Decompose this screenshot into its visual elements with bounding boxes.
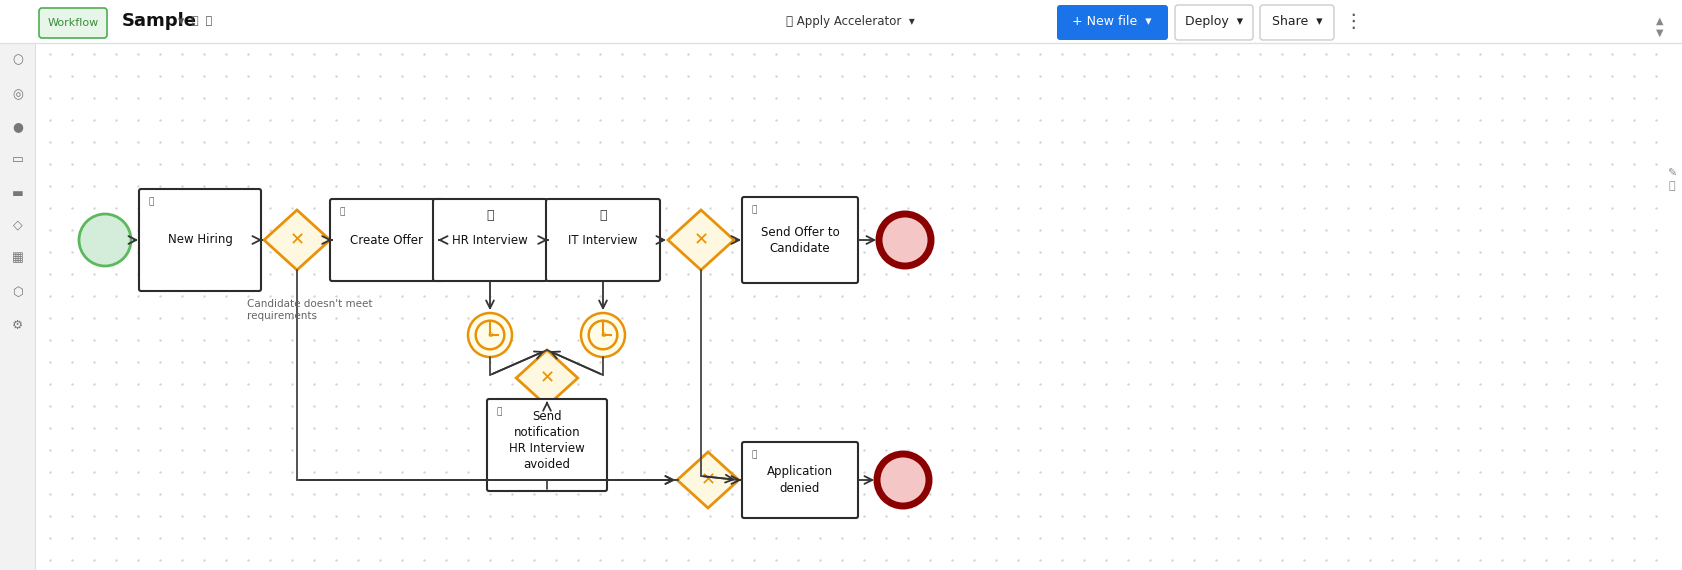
- Text: + New file  ▾: + New file ▾: [1071, 15, 1152, 28]
- Text: Send
notification
HR Interview
avoided: Send notification HR Interview avoided: [510, 410, 585, 471]
- Text: Deploy  ▾: Deploy ▾: [1186, 15, 1243, 28]
- Text: ○: ○: [12, 54, 24, 67]
- Text: ▬: ▬: [12, 186, 24, 200]
- Text: ▭: ▭: [12, 153, 24, 166]
- FancyBboxPatch shape: [488, 399, 607, 491]
- Circle shape: [876, 454, 928, 506]
- Text: Application
denied: Application denied: [767, 466, 833, 495]
- Text: Candidate doesn't meet
requirements: Candidate doesn't meet requirements: [247, 299, 372, 321]
- FancyBboxPatch shape: [547, 199, 659, 281]
- FancyBboxPatch shape: [1056, 5, 1167, 40]
- FancyBboxPatch shape: [140, 189, 261, 291]
- Text: ⊙: ⊙: [600, 332, 606, 338]
- Text: ●: ●: [12, 120, 24, 133]
- Text: 🖥: 🖥: [496, 407, 503, 416]
- Text: ◎: ◎: [12, 88, 24, 101]
- FancyBboxPatch shape: [742, 197, 858, 283]
- Text: ✕: ✕: [540, 369, 555, 387]
- Text: ◇: ◇: [13, 218, 22, 231]
- Text: ⊙: ⊙: [488, 332, 493, 338]
- Text: 🖥  💾: 🖥 💾: [192, 17, 212, 26]
- Polygon shape: [668, 210, 733, 270]
- Text: New Hiring: New Hiring: [168, 234, 232, 246]
- Text: 🖥: 🖥: [752, 450, 757, 459]
- Polygon shape: [516, 350, 579, 406]
- Text: ▲
▼: ▲ ▼: [1657, 16, 1663, 37]
- Text: ⬡: ⬡: [12, 286, 24, 299]
- Text: 🖥: 🖥: [752, 205, 757, 214]
- FancyBboxPatch shape: [0, 0, 1682, 43]
- FancyBboxPatch shape: [1176, 5, 1253, 40]
- Circle shape: [589, 321, 617, 349]
- Text: 🖥: 🖥: [150, 197, 155, 206]
- Circle shape: [580, 313, 626, 357]
- Text: 🚀 Apply Accelerator  ▾: 🚀 Apply Accelerator ▾: [785, 15, 915, 28]
- Text: HR Interview: HR Interview: [452, 234, 528, 246]
- Circle shape: [468, 313, 511, 357]
- FancyBboxPatch shape: [1260, 5, 1334, 40]
- Text: Create Offer: Create Offer: [350, 234, 424, 246]
- Text: ▦: ▦: [12, 251, 24, 264]
- Text: ⋮: ⋮: [1344, 12, 1362, 31]
- Circle shape: [880, 214, 932, 266]
- Text: Share  ▾: Share ▾: [1272, 15, 1322, 28]
- FancyBboxPatch shape: [330, 199, 444, 281]
- FancyBboxPatch shape: [432, 199, 547, 281]
- Text: Sample: Sample: [123, 13, 197, 31]
- Text: ⚙: ⚙: [12, 319, 24, 332]
- Text: IT Interview: IT Interview: [569, 234, 637, 246]
- Text: 👤: 👤: [486, 209, 495, 222]
- Text: ✕: ✕: [700, 471, 715, 489]
- Circle shape: [476, 321, 505, 349]
- Text: ✎
👁: ✎ 👁: [1667, 169, 1677, 191]
- Polygon shape: [678, 452, 738, 508]
- FancyBboxPatch shape: [0, 0, 35, 570]
- FancyBboxPatch shape: [39, 8, 108, 38]
- Text: Send Offer to
Candidate: Send Offer to Candidate: [760, 226, 839, 254]
- Text: ✕: ✕: [693, 231, 708, 249]
- Text: ✕: ✕: [289, 231, 304, 249]
- Text: 🖥: 🖥: [340, 207, 345, 216]
- Text: Workflow: Workflow: [47, 18, 99, 28]
- FancyBboxPatch shape: [742, 442, 858, 518]
- Polygon shape: [264, 210, 330, 270]
- Text: ▾: ▾: [178, 15, 185, 28]
- Circle shape: [79, 214, 131, 266]
- Text: 👤: 👤: [599, 209, 607, 222]
